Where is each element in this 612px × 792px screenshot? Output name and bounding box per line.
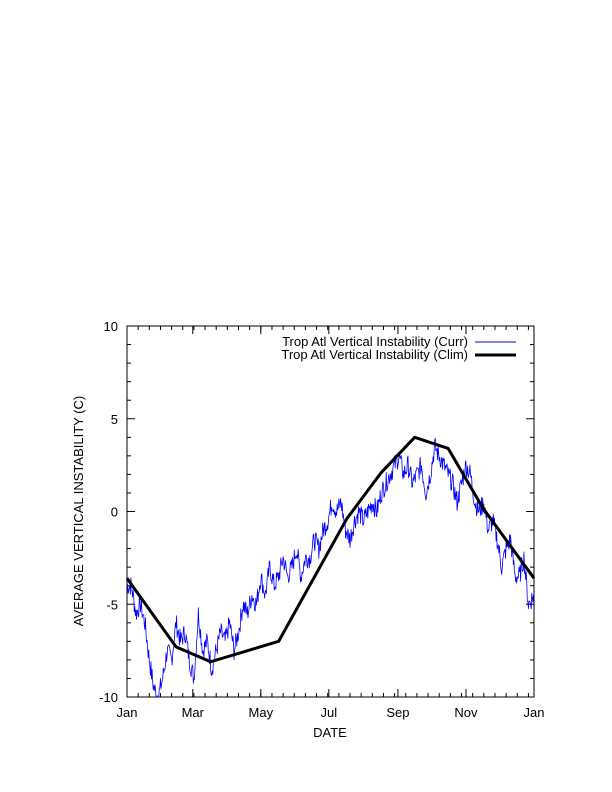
- y-tick-label: -5: [106, 597, 118, 612]
- y-tick-label: 10: [104, 319, 118, 334]
- y-tick-label: 5: [111, 412, 118, 427]
- x-tick-label: Mar: [182, 705, 205, 720]
- axis-ticks: -10 -5 0 5 10 Jan Mar May Jul Sep Nov Jan: [99, 319, 544, 720]
- y-tick-label: 0: [111, 505, 118, 520]
- plot-frame: [126, 325, 535, 698]
- x-axis-label: DATE: [313, 725, 347, 740]
- y-tick-label: -10: [99, 690, 118, 705]
- x-tick-label: May: [249, 705, 274, 720]
- y-axis-label: AVERAGE VERTICAL INSTABILITY (C): [71, 396, 86, 626]
- legend-label: Trop Atl Vertical Instability (Curr): [282, 334, 468, 349]
- x-tick-label: Nov: [454, 705, 478, 720]
- gridless-axes: [126, 325, 535, 698]
- legend: Trop Atl Vertical Instability (Curr)Trop…: [281, 334, 516, 362]
- x-tick-label: Jan: [524, 705, 545, 720]
- x-tick-label: Jan: [117, 705, 138, 720]
- x-tick-label: Sep: [386, 705, 409, 720]
- series-line-curr: [126, 438, 535, 698]
- series-line-clim: [125, 435, 536, 664]
- series-layer: [125, 435, 536, 698]
- legend-label: Trop Atl Vertical Instability (Clim): [281, 347, 468, 362]
- x-tick-label: Jul: [321, 705, 338, 720]
